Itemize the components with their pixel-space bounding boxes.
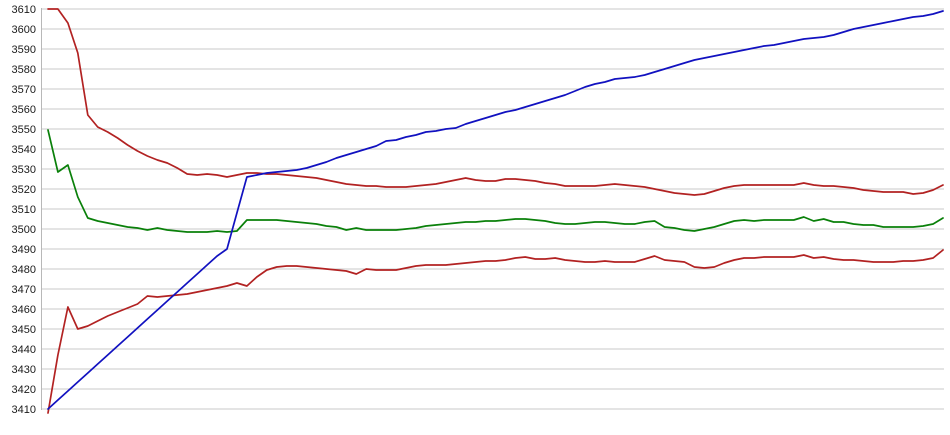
- y-axis-label: 3570: [12, 84, 36, 96]
- y-axis-label: 3420: [12, 384, 36, 396]
- y-axis-label: 3410: [12, 404, 36, 416]
- y-axis-label: 3550: [12, 124, 36, 136]
- y-axis-label: 3580: [12, 64, 36, 76]
- y-axis-label: 3600: [12, 24, 36, 36]
- y-axis-label: 3470: [12, 284, 36, 296]
- y-axis-label: 3460: [12, 304, 36, 316]
- series-line-green: [47, 129, 944, 233]
- y-axis-label: 3440: [12, 344, 36, 356]
- series-line-red-upper: [47, 8, 944, 196]
- y-axis-label: 3430: [12, 364, 36, 376]
- y-axis-label: 3610: [12, 4, 36, 16]
- y-axis-label: 3500: [12, 224, 36, 236]
- y-axis-labels: 3610 3600 3590 3580 3570 3560 3550 3540 3530 3520…: [12, 4, 36, 416]
- series-line-red-lower: [47, 249, 944, 414]
- y-axis-label: 3560: [12, 104, 36, 116]
- y-axis-label: 3540: [12, 144, 36, 156]
- y-axis-label: 3490: [12, 244, 36, 256]
- y-axis-label: 3510: [12, 204, 36, 216]
- y-axis-label: 3530: [12, 164, 36, 176]
- y-axis-label: 3520: [12, 184, 36, 196]
- series-line-blue: [47, 10, 944, 410]
- gridlines: [41, 8, 944, 410]
- y-axis-label: 3480: [12, 264, 36, 276]
- y-axis-label: 3450: [12, 324, 36, 336]
- y-axis-label: 3590: [12, 44, 36, 56]
